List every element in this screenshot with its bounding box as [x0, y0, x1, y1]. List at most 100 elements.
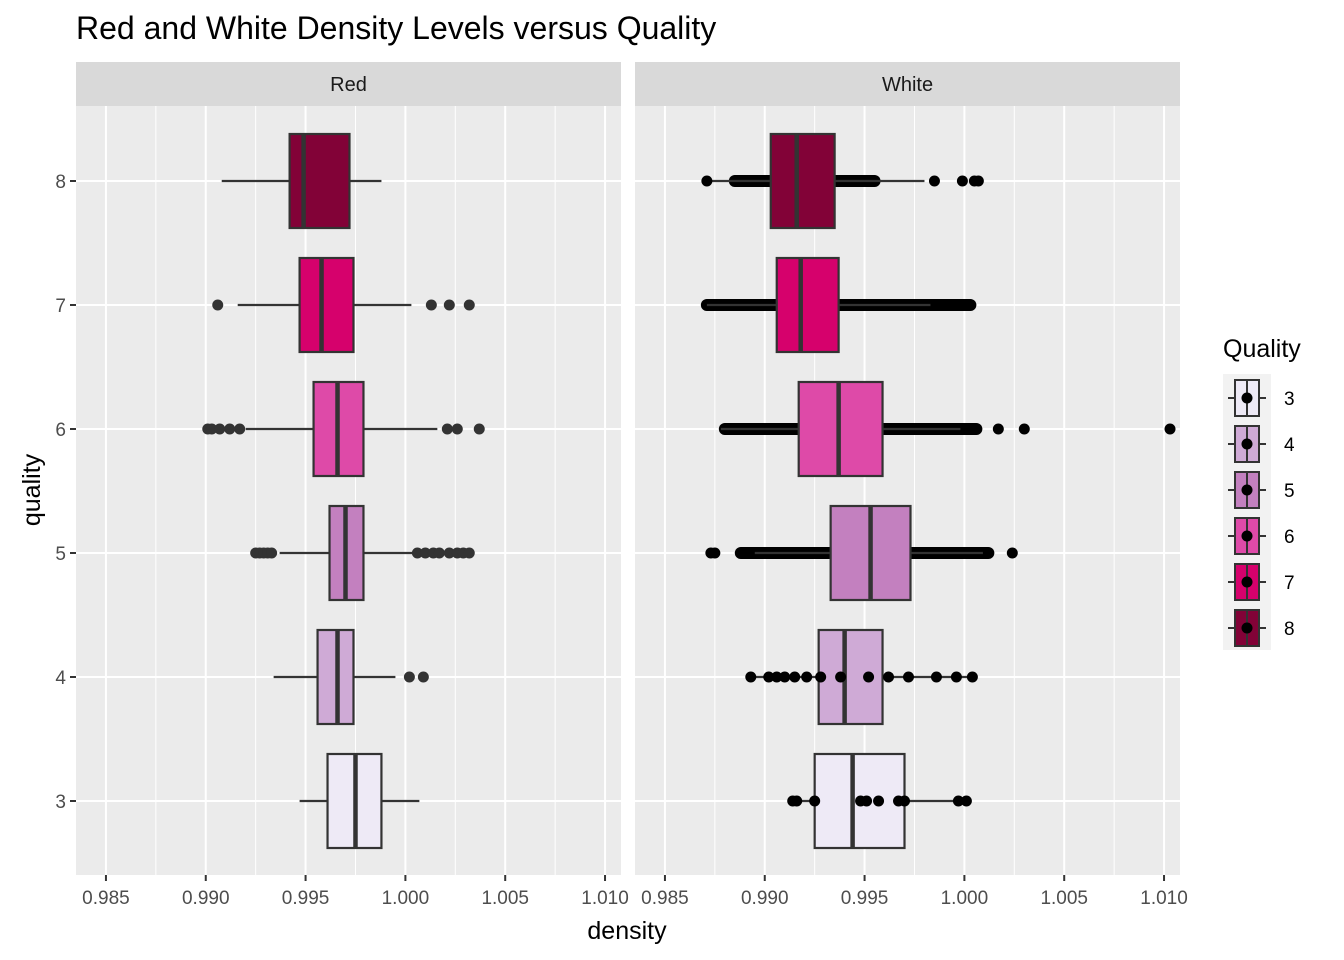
x-tick-label: 1.005	[1040, 888, 1088, 909]
outlier-point	[873, 795, 885, 807]
box-quality-5	[705, 504, 1018, 602]
panel-white: White 0.985 0.990 0.995 1.000 1.005 1.010	[635, 62, 1188, 909]
legend-label: 6	[1284, 527, 1295, 548]
outlier-point	[902, 671, 914, 683]
outlier-point	[443, 299, 455, 311]
box-quality-3	[299, 752, 420, 850]
legend-label: 3	[1284, 389, 1295, 410]
box	[298, 256, 355, 354]
box-quality-4	[745, 628, 978, 726]
outlier-point	[212, 299, 224, 311]
outlier-point	[960, 795, 972, 807]
x-tick-label: 0.995	[841, 888, 889, 909]
outlier-point	[224, 423, 236, 435]
outlier-point	[214, 423, 226, 435]
legend-label: 8	[1284, 619, 1295, 640]
box-quality-6	[202, 380, 485, 478]
x-tick-label: 1.010	[1140, 888, 1188, 909]
box-quality-4	[273, 628, 429, 726]
strip-background	[635, 62, 1180, 106]
panel-background	[76, 106, 621, 875]
outlier-point	[972, 175, 984, 187]
box-quality-8	[221, 132, 382, 230]
outlier-point	[950, 671, 962, 683]
outlier-point	[403, 671, 415, 683]
legend-entry-4: 4	[1228, 425, 1295, 463]
legend-entry-3: 3	[1228, 379, 1295, 417]
y-tick-label: 8	[55, 172, 66, 193]
outlier-point	[809, 795, 821, 807]
outlier-point	[709, 547, 721, 559]
y-tick-label: 7	[55, 296, 66, 317]
x-axis-title: density	[587, 917, 667, 945]
outlier-point	[411, 547, 423, 559]
outlier-point	[745, 671, 757, 683]
outlier-point	[992, 423, 1004, 435]
outlier-point	[789, 671, 801, 683]
outlier-point	[883, 671, 895, 683]
outlier-point	[779, 671, 791, 683]
box-quality-7	[700, 256, 977, 354]
legend-label: 7	[1284, 573, 1295, 594]
y-tick-label: 3	[55, 792, 66, 813]
box-quality-6	[718, 380, 1176, 478]
x-tick-label: 1.000	[941, 888, 989, 909]
outlier-point	[463, 299, 475, 311]
y-axis-title: quality	[18, 453, 46, 526]
chart-title: Red and White Density Levels versus Qual…	[76, 10, 716, 46]
panel-red: Red 0.985 0.990 0.995 1.000 1.005 1.010 3 4 5 6 7 8	[55, 62, 629, 909]
panels: Red 0.985 0.990 0.995 1.000 1.005 1.010 3 4 5 6 7 8 W…	[55, 62, 1188, 909]
y-tick-label: 5	[55, 544, 66, 565]
legend-key-point	[1241, 530, 1253, 542]
outlier-point	[1006, 547, 1018, 559]
panel-background	[635, 106, 1180, 875]
outlier-point	[863, 671, 875, 683]
legend-label: 4	[1284, 435, 1295, 456]
legend-key-point	[1241, 438, 1253, 450]
legend-background	[1223, 374, 1271, 650]
outlier-point	[763, 671, 775, 683]
x-tick-label: 1.000	[382, 888, 430, 909]
legend-key-point	[1241, 576, 1253, 588]
outlier-point	[928, 175, 940, 187]
outlier-point	[956, 175, 968, 187]
x-tick-label: 0.995	[282, 888, 330, 909]
outlier-point	[266, 547, 278, 559]
outlier-point	[463, 547, 475, 559]
outlier-point	[417, 671, 429, 683]
outlier-point	[441, 423, 453, 435]
box	[288, 132, 351, 230]
outlier-point	[419, 547, 431, 559]
box-quality-5	[250, 504, 475, 602]
legend-key-point	[1241, 392, 1253, 404]
strip-label: White	[882, 74, 933, 96]
outlier-point	[451, 423, 463, 435]
legend-key-point	[1241, 622, 1253, 634]
outlier-point	[701, 175, 713, 187]
outlier-point	[1018, 423, 1030, 435]
legend-title: Quality	[1223, 335, 1301, 363]
x-tick-label: 0.985	[82, 888, 130, 909]
outlier-point	[899, 795, 911, 807]
box	[769, 132, 836, 230]
y-tick-label: 6	[55, 420, 66, 441]
outlier-point	[771, 671, 783, 683]
outlier-point	[835, 671, 847, 683]
outlier-point	[966, 671, 978, 683]
outlier-point	[801, 671, 813, 683]
box-quality-3	[787, 752, 972, 850]
legend-entry-8: 8	[1228, 609, 1295, 647]
legend-key-point	[1241, 484, 1253, 496]
outlier-point	[735, 547, 747, 559]
outlier-point	[743, 547, 755, 559]
legend-entry-6: 6	[1228, 517, 1295, 555]
outlier-point	[815, 671, 827, 683]
x-tick-label: 0.990	[182, 888, 230, 909]
outlier-point	[1164, 423, 1176, 435]
x-tick-label: 0.985	[641, 888, 689, 909]
strip-label: Red	[330, 74, 367, 96]
outlier-point	[930, 671, 942, 683]
box-quality-7	[212, 256, 475, 354]
strip-background	[76, 62, 621, 106]
